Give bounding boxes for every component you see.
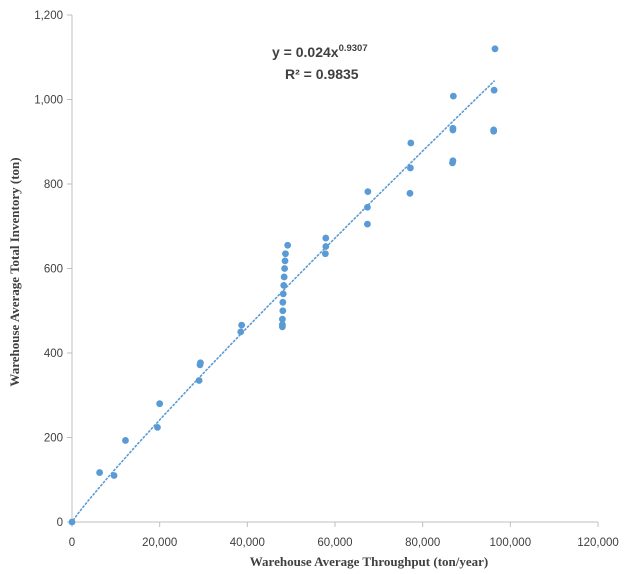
data-point (68, 518, 76, 526)
y-tick-label: 400 (44, 348, 63, 360)
data-point (322, 234, 330, 242)
data-point (154, 423, 161, 431)
x-ticks: 0 20,000 40,000 60,000 80,000 100,000 120,000 (69, 522, 619, 549)
x-tick-label: 80,000 (405, 537, 440, 549)
data-point (449, 157, 457, 165)
data-point (490, 86, 498, 94)
data-point (156, 400, 164, 408)
data-point (122, 437, 129, 444)
data-point (407, 139, 415, 147)
y-tick-label: 600 (44, 264, 63, 276)
x-tick-label: 40,000 (230, 537, 265, 549)
power-trendline (72, 80, 495, 521)
y-tick-label: 800 (44, 179, 63, 191)
data-point (280, 282, 288, 289)
data-point (364, 203, 371, 211)
data-point (322, 243, 330, 250)
data-point (279, 290, 287, 298)
axes (71, 15, 598, 523)
data-point (279, 307, 287, 315)
data-point (490, 126, 498, 134)
data-point (321, 250, 329, 258)
y-ticks: 0 200 400 600 800 1,000 1,200 (34, 10, 72, 529)
data-point (364, 188, 372, 196)
data-point (279, 315, 286, 323)
data-point (279, 298, 287, 306)
x-tick-label: 0 (69, 537, 75, 549)
data-point (237, 328, 245, 336)
data-point (491, 45, 499, 53)
data-point (449, 124, 457, 132)
data-point (238, 321, 246, 329)
y-tick-label: 200 (44, 433, 63, 445)
trendline-equation: y = 0.024x0.9307 (272, 43, 368, 60)
y-tick-label: 1,200 (34, 10, 63, 22)
data-point (406, 164, 414, 172)
y-tick-label: 0 (57, 517, 63, 529)
data-point (282, 250, 289, 258)
x-tick-label: 60,000 (317, 537, 352, 549)
x-tick-label: 120,000 (577, 537, 619, 549)
data-point (195, 377, 203, 384)
r-squared-label: R² = 0.9835 (285, 66, 359, 82)
data-point (281, 265, 288, 272)
data-point (284, 241, 292, 249)
data-point (364, 220, 371, 228)
y-axis-title: Warehouse Average Total Inventory (ton) (7, 157, 22, 386)
data-points (68, 45, 499, 526)
y-tick-label: 1,000 (34, 95, 63, 107)
data-point (197, 359, 204, 367)
data-point (280, 273, 288, 281)
x-tick-label: 100,000 (490, 537, 532, 549)
x-tick-label: 20,000 (142, 537, 177, 549)
data-point (449, 92, 457, 100)
data-point (406, 189, 414, 197)
data-point (96, 469, 104, 476)
data-point (281, 257, 289, 265)
x-axis-title: Warehouse Average Throughput (ton/year) (250, 554, 488, 569)
data-point (279, 321, 286, 329)
data-point (110, 472, 118, 479)
